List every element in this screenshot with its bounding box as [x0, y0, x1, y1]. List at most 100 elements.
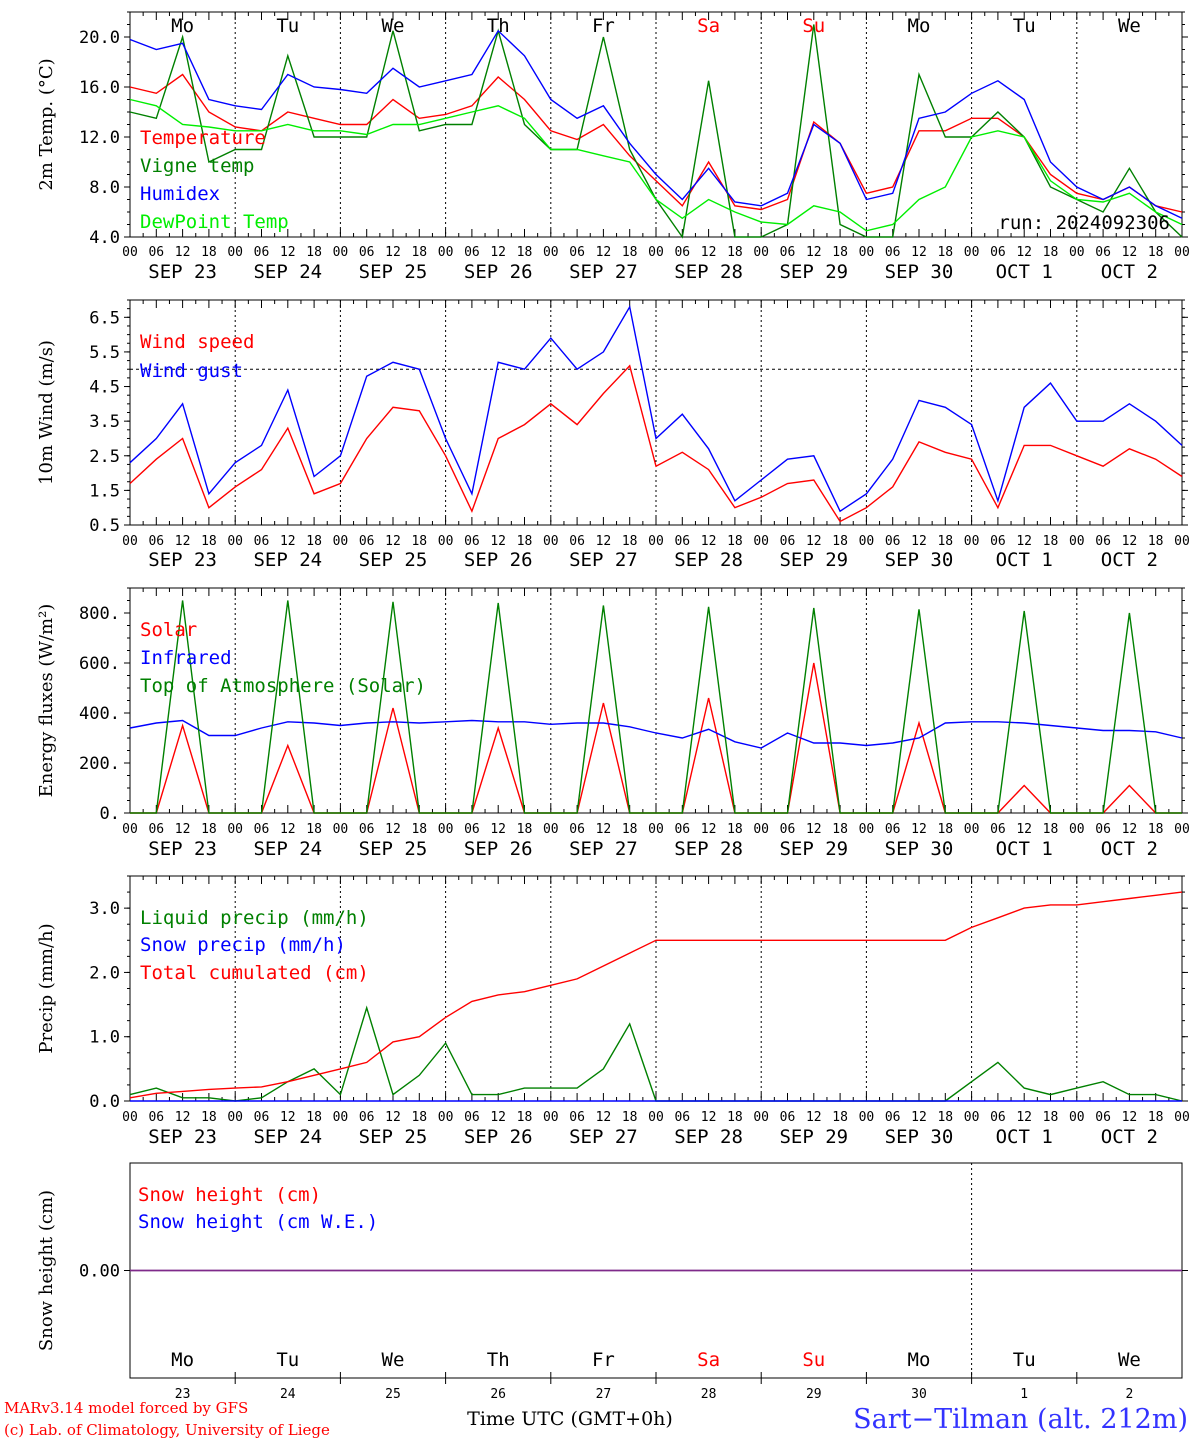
hour-label: 00: [648, 1110, 664, 1125]
hour-label: 18: [832, 822, 848, 837]
date-label: OCT 1: [996, 261, 1053, 283]
hour-label: 06: [1095, 1110, 1111, 1125]
date-label: SEP 27: [569, 838, 638, 860]
hour-label: 06: [464, 245, 480, 260]
hour-label: 12: [1122, 534, 1138, 549]
legend-entry: Vigne temp: [140, 155, 254, 177]
hour-label: 06: [780, 534, 796, 549]
hour-label: 12: [385, 245, 401, 260]
hour-label: 06: [1095, 534, 1111, 549]
hour-label: 12: [911, 1110, 927, 1125]
y-tick-label: 0.: [100, 804, 120, 824]
weekday-label-bottom: Tu: [276, 1349, 299, 1371]
hour-label: 06: [254, 1110, 270, 1125]
hour-label: 12: [911, 822, 927, 837]
hour-label: 06: [674, 822, 690, 837]
hour-label: 06: [780, 822, 796, 837]
hour-label: 12: [280, 245, 296, 260]
hour-label: 00: [122, 534, 138, 549]
hour-label: 12: [806, 1110, 822, 1125]
date-label: SEP 28: [674, 549, 743, 571]
hour-label: 06: [780, 245, 796, 260]
y-tick-label: 5.5: [89, 343, 120, 363]
date-label: SEP 28: [674, 1126, 743, 1148]
hour-label: 18: [306, 245, 322, 260]
hour-label: 00: [859, 534, 875, 549]
hour-label: 06: [674, 245, 690, 260]
hour-label: 12: [701, 1110, 717, 1125]
weekday-label-top: Tu: [276, 15, 299, 37]
weekday-label-top: Th: [487, 15, 510, 37]
hour-label: 18: [1148, 534, 1164, 549]
hour-label: 12: [280, 822, 296, 837]
hour-label: 18: [727, 245, 743, 260]
hour-label: 00: [227, 245, 243, 260]
hour-label: 12: [1016, 245, 1032, 260]
hour-label: 18: [937, 822, 953, 837]
date-label: OCT 1: [996, 1126, 1053, 1148]
date-label: SEP 26: [464, 549, 533, 571]
hour-label: 00: [122, 1110, 138, 1125]
y-axis-label: Precip (mm/h): [36, 923, 57, 1053]
hour-label: 12: [806, 822, 822, 837]
hour-label: 06: [254, 822, 270, 837]
hour-label: 00: [227, 822, 243, 837]
legend-entry: Snow height (cm): [138, 1184, 321, 1206]
legend-entry: Total cumulated (cm): [140, 962, 369, 984]
hour-label: 12: [490, 245, 506, 260]
hour-label: 06: [990, 822, 1006, 837]
weekday-label-bottom: Th: [487, 1349, 510, 1371]
legend-entry: Snow height (cm W.E.): [138, 1211, 378, 1233]
weekday-label-top: Mo: [171, 15, 194, 37]
hour-label: 06: [464, 1110, 480, 1125]
hour-label: 12: [175, 245, 191, 260]
date-label: SEP 24: [253, 549, 322, 571]
hour-label: 00: [438, 1110, 454, 1125]
legend-entry: Liquid precip (mm/h): [140, 907, 369, 929]
hour-label: 06: [359, 245, 375, 260]
hour-label: 00: [333, 1110, 349, 1125]
date-label: SEP 24: [253, 838, 322, 860]
weekday-label-top: Su: [802, 15, 825, 37]
series-line-dewpoint-temp: [129, 98, 1183, 232]
hour-label: 12: [1016, 534, 1032, 549]
hour-label: 18: [622, 822, 638, 837]
date-label: SEP 30: [885, 261, 954, 283]
y-tick-label: 3.0: [89, 899, 120, 919]
date-label: SEP 23: [148, 549, 217, 571]
hour-label: 00: [227, 534, 243, 549]
date-label: SEP 27: [569, 549, 638, 571]
hour-label: 06: [569, 1110, 585, 1125]
hour-label: 18: [937, 1110, 953, 1125]
y-tick-label: 4.0: [89, 228, 120, 248]
weekday-label-top: We: [1118, 15, 1141, 37]
date-label: SEP 25: [359, 261, 428, 283]
date-label: OCT 2: [1101, 1126, 1158, 1148]
hour-label: 18: [937, 245, 953, 260]
station-label: Sart−Tilman (alt. 212m): [853, 1404, 1188, 1435]
hour-label: 18: [727, 1110, 743, 1125]
date-label: OCT 2: [1101, 838, 1158, 860]
hour-label: 18: [1148, 822, 1164, 837]
legend-entry: DewPoint Temp: [140, 211, 289, 233]
hour-label: 18: [517, 534, 533, 549]
hour-label: 12: [596, 1110, 612, 1125]
hour-label: 12: [1122, 1110, 1138, 1125]
y-tick-label: 2.5: [89, 447, 120, 467]
hour-label: 12: [911, 245, 927, 260]
legend-entry: Humidex: [140, 183, 220, 205]
run-annotation: run: 2024092306: [998, 212, 1170, 234]
hour-label: 12: [1016, 822, 1032, 837]
hour-label: 06: [569, 245, 585, 260]
y-tick-label: 3.5: [89, 412, 120, 432]
hour-label: 06: [674, 1110, 690, 1125]
weekday-label-top: Fr: [592, 15, 615, 37]
hour-label: 18: [937, 534, 953, 549]
hour-label: 00: [543, 245, 559, 260]
hour-label: 06: [885, 822, 901, 837]
hour-label: 00: [648, 245, 664, 260]
hour-label: 18: [517, 822, 533, 837]
hour-label: 12: [490, 534, 506, 549]
y-axis-label: 10m Wind (m/s): [36, 340, 57, 485]
